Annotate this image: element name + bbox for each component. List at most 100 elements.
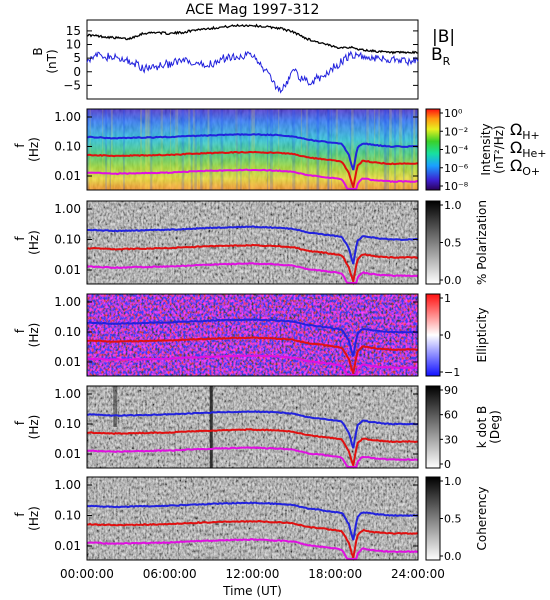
spectrogram-panel [87,477,418,560]
colorbar-label: Ellipticity [475,308,489,363]
colorbar-tick-label: 10⁻⁸ [444,180,469,193]
spectrogram-streak [378,109,380,190]
colorbar [425,385,441,469]
colorbar-tick-label: 1.0 [444,199,462,212]
gyrofrequency-line-he-plus [86,243,419,286]
spectrogram-panel [87,201,418,284]
spectrogram-streak [181,109,185,190]
spectrogram-streak [403,109,405,190]
spectrogram-streak [317,109,320,190]
colorbar-tick-label: 1 [444,292,451,305]
gyrofrequency-line-o-plus [86,354,418,376]
gyrofrequency-line-h-plus [86,225,419,265]
y-tick-label: 0.01 [54,169,81,183]
gyrofrequency-label: ΩH+ [510,120,540,142]
spectrogram-texture [87,294,418,376]
colorbar-tick-label: 0.5 [444,513,462,526]
gyrofrequency-line-he-plus [86,428,419,469]
colorbar-tick-label: 0.5 [444,237,462,250]
y-axis-label: f [13,236,27,241]
gyrofrequency-line-he-plus [86,336,419,378]
x-tick-label: 12:00:00 [226,567,280,581]
y-axis-label: f [13,328,27,333]
spectrogram-streak [366,109,369,190]
spectrogram-texture [87,386,418,468]
spectrogram-streak [109,109,111,190]
spectrogram-streak [326,109,330,190]
spectrogram-streak [235,109,238,190]
spectrogram-streak [147,109,151,190]
spectrogram-streak [252,109,255,190]
gyrofrequency-line-o-plus [86,538,419,560]
spectrogram-streak [160,109,163,190]
y-tick-label: 0.10 [54,509,81,523]
spectrogram-streak [190,109,193,190]
spectrogram-streak [236,109,238,190]
colorbar-tick-label: 1.0 [444,475,462,488]
spectrogram-streak [398,109,402,190]
x-tick-label: 06:00:00 [143,567,197,581]
spectrogram-streak [87,109,89,190]
gyrofrequency-line-o-plus [86,262,419,284]
spectrogram-streak [145,109,147,190]
y-axis-label: f [13,420,27,425]
series-line-b-r [86,50,419,94]
y-axis-unit: (nT) [45,49,59,73]
spectrogram-streak [365,109,368,190]
plot-frame [86,385,419,469]
gyrofrequency-line-h-plus [87,501,419,541]
y-tick-label: 0 [73,65,81,79]
spectrogram-streak [300,109,303,190]
spectrogram-panel [87,109,418,190]
plot-frame [86,200,419,285]
legend-b-magnitude: |B| [432,27,455,47]
spectrogram-streak [394,109,396,190]
y-tick-label: 0.01 [54,539,81,553]
spectrogram-streak [266,109,269,190]
colorbar-tick-label: 0 [444,458,451,471]
spectrogram-streak [188,109,191,190]
colorbar [425,476,441,561]
y-tick-label: 1.00 [54,295,81,309]
y-tick-label: −5 [63,78,81,92]
chart-title: ACE Mag 1997-312 [186,2,320,18]
y-axis-unit: (Hz) [27,415,41,440]
y-axis-unit: (Hz) [27,506,41,531]
y-tick-label: 15 [66,24,81,38]
colorbar-tick-label: 10⁻⁶ [444,162,469,175]
y-axis-label: f [13,512,27,517]
y-tick-label: 0.10 [54,233,81,247]
y-tick-label: 1.00 [54,110,81,124]
spectrogram-streak [383,109,386,190]
colorbar-tick-label: 10⁻⁴ [444,144,469,157]
colorbar [425,200,441,285]
spectrogram-streak [193,109,196,190]
colorbar [425,293,441,377]
spectrogram-panel [87,294,418,376]
spectrogram-streak [327,109,330,190]
y-axis-label: B [31,47,45,55]
y-tick-label: 10 [66,38,81,52]
y-tick-label: 0.10 [54,417,81,431]
x-tick-label: 18:00:00 [308,567,362,581]
spectrogram-streak [220,109,224,190]
spectrogram-streak [170,109,172,190]
colorbar-tick-label: 10⁰ [444,107,463,120]
spectrogram-streak [389,109,392,190]
y-tick-label: 0.01 [54,447,81,461]
gyrofrequency-label: ΩO+ [510,156,540,178]
gyrofrequency-line-o-plus [86,446,419,468]
spectrogram-streak [207,109,210,190]
y-axis-unit: (Hz) [27,323,41,348]
gyrofrequency-line-he-plus [86,519,419,562]
spectrogram-streak [140,109,142,190]
spectrogram-streak [199,109,203,190]
spectrogram-streak [306,109,310,190]
colorbar-tick-label: 90 [444,384,458,397]
y-tick-label: 1.00 [54,478,81,492]
colorbar-unit: (nT²/Hz) [492,125,506,173]
spectrogram-streak [374,109,376,190]
spectrogram-streak [349,109,352,190]
colorbar-tick-label: 30 [444,433,458,446]
spectrogram-streak [113,386,118,427]
